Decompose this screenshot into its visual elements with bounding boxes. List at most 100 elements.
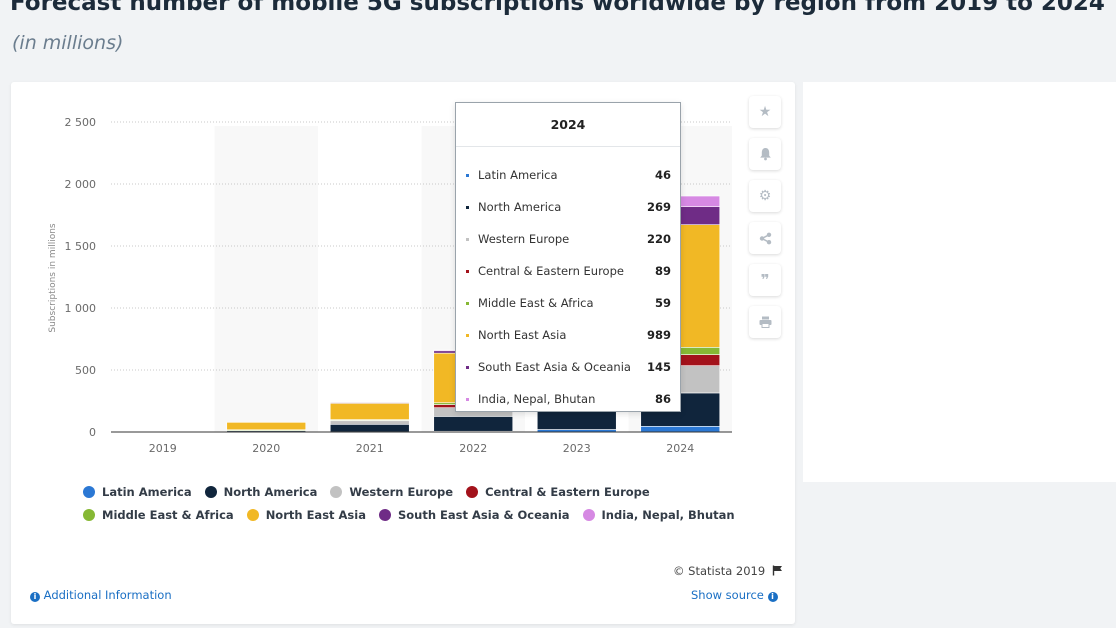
legend-swatch bbox=[582, 508, 595, 521]
bar-segment bbox=[329, 424, 410, 433]
print-button[interactable] bbox=[749, 306, 781, 338]
tooltip-row: India, Nepal, Bhutan 86 bbox=[456, 383, 680, 415]
tooltip-series-value: 989 bbox=[646, 328, 671, 342]
legend-item[interactable]: Latin America bbox=[83, 485, 192, 499]
y-axis-label: Subscriptions in millions bbox=[48, 223, 58, 333]
chart-toolbar: ★ ⚙ ❞ bbox=[749, 96, 783, 348]
page-subtitle: (in millions) bbox=[12, 32, 124, 54]
print-icon bbox=[759, 316, 771, 328]
legend-item[interactable]: North America bbox=[204, 484, 318, 499]
tooltip-rows: Latin America 46 North America 269 Western E… bbox=[456, 147, 680, 415]
tooltip-swatch bbox=[466, 269, 469, 273]
x-tick-label: 2022 bbox=[459, 442, 487, 455]
tooltip-series-name: India, Nepal, Bhutan bbox=[478, 392, 596, 406]
tooltip-series-name: Central & Eastern Europe bbox=[478, 264, 624, 278]
legend-swatch bbox=[204, 485, 217, 498]
x-tick-label: 2021 bbox=[356, 442, 384, 455]
tooltip-title: 2024 bbox=[456, 103, 680, 147]
bar-segment bbox=[329, 402, 410, 420]
tooltip-swatch bbox=[466, 237, 469, 241]
tooltip-swatch bbox=[466, 205, 469, 209]
tooltip-series-name: North America bbox=[478, 200, 562, 214]
bar-segment bbox=[433, 416, 514, 432]
tooltip-row: North America 269 bbox=[456, 191, 680, 223]
bell-icon bbox=[759, 148, 771, 161]
x-tick-label: 2023 bbox=[563, 442, 591, 455]
chart-legend: Latin America North America Western Europe… bbox=[83, 480, 735, 526]
legend-item[interactable]: Central & Eastern Europe bbox=[466, 485, 650, 499]
legend-item[interactable]: India, Nepal, Bhutan bbox=[582, 507, 735, 522]
info-icon: i bbox=[767, 592, 778, 602]
side-panel bbox=[803, 82, 1116, 482]
tooltip-swatch bbox=[466, 173, 469, 177]
y-tick-label: 2 000 bbox=[65, 178, 97, 191]
tooltip-series-name: Latin America bbox=[478, 168, 558, 182]
legend-row: Middle East & Africa North East Asia South… bbox=[83, 503, 735, 526]
legend-row: Latin America North America Western Europe… bbox=[83, 480, 703, 503]
tooltip-swatch bbox=[466, 333, 469, 337]
x-tick-label: 2024 bbox=[666, 442, 694, 455]
tooltip-series-value: 86 bbox=[654, 392, 671, 406]
legend-label: North America bbox=[223, 484, 318, 499]
show-source-label: Show source bbox=[691, 588, 764, 602]
x-tick-label: 2019 bbox=[149, 442, 177, 455]
legend-swatch bbox=[378, 508, 391, 521]
tooltip-row: Central & Eastern Europe 89 bbox=[456, 255, 680, 287]
chart-card: Subscriptions in millions 0 500 1 000 1 500… bbox=[11, 82, 795, 624]
legend-item[interactable]: Middle East & Africa bbox=[83, 508, 234, 522]
quote-icon: ❞ bbox=[760, 270, 770, 289]
bar-segment bbox=[226, 422, 307, 431]
legend-swatch bbox=[466, 485, 479, 498]
tooltip-row: Middle East & Africa 59 bbox=[456, 287, 680, 319]
y-tick-label: 500 bbox=[75, 364, 96, 377]
tooltip-series-name: Western Europe bbox=[478, 232, 570, 246]
column-band bbox=[214, 126, 318, 432]
legend-swatch bbox=[246, 508, 259, 521]
legend-swatch bbox=[330, 485, 343, 498]
legend-item[interactable]: South East Asia & Oceania bbox=[378, 508, 570, 522]
share-button[interactable] bbox=[749, 222, 781, 254]
bar-segment bbox=[640, 425, 721, 433]
y-tick-label: 0 bbox=[89, 426, 96, 439]
show-source-link[interactable]: Show source i bbox=[691, 588, 778, 602]
legend-item[interactable]: Western Europe bbox=[330, 485, 453, 499]
tooltip-swatch bbox=[466, 301, 469, 305]
tooltip-swatch bbox=[466, 365, 469, 369]
legend-swatch bbox=[83, 508, 95, 521]
additional-information-label: Additional Information bbox=[43, 588, 172, 602]
legend-label: Western Europe bbox=[349, 484, 454, 499]
tooltip-series-value: 145 bbox=[646, 360, 671, 374]
copyright: © Statista 2019 bbox=[673, 564, 783, 578]
legend-label: India, Nepal, Bhutan bbox=[601, 507, 735, 522]
tooltip-row: North East Asia 989 bbox=[456, 319, 680, 351]
page-title: Forecast number of mobile 5G subscriptio… bbox=[10, 0, 1105, 16]
x-tick-label: 2020 bbox=[252, 442, 280, 455]
notification-button[interactable] bbox=[749, 138, 781, 170]
tooltip-row: South East Asia & Oceania 145 bbox=[456, 351, 680, 383]
tooltip-swatch bbox=[466, 397, 469, 401]
legend-swatch bbox=[83, 485, 95, 498]
additional-information-link[interactable]: i Additional Information bbox=[30, 588, 172, 602]
chart-tooltip: 2024 Latin America 46 North America 269 West… bbox=[455, 102, 681, 412]
star-icon: ★ bbox=[758, 104, 772, 120]
tooltip-series-value: 59 bbox=[654, 296, 671, 310]
legend-label: North East Asia bbox=[265, 507, 366, 522]
settings-button[interactable]: ⚙ bbox=[749, 180, 781, 212]
tooltip-series-value: 89 bbox=[654, 264, 671, 278]
y-tick-label: 2 500 bbox=[65, 116, 97, 129]
bar-segment bbox=[329, 420, 410, 425]
gear-icon: ⚙ bbox=[758, 188, 772, 204]
cite-button[interactable]: ❞ bbox=[749, 264, 781, 296]
tooltip-series-value: 269 bbox=[646, 200, 671, 214]
tooltip-series-value: 46 bbox=[654, 168, 671, 182]
legend-item[interactable]: North East Asia bbox=[246, 507, 366, 522]
legend-label: Latin America bbox=[102, 484, 192, 499]
info-icon: i bbox=[30, 592, 40, 602]
tooltip-series-value: 220 bbox=[646, 232, 671, 246]
y-tick-label: 1 500 bbox=[65, 240, 97, 253]
favorite-button[interactable]: ★ bbox=[749, 96, 781, 128]
tooltip-row: Western Europe 220 bbox=[456, 223, 680, 255]
legend-label: Middle East & Africa bbox=[102, 507, 234, 522]
y-tick-label: 1 000 bbox=[65, 302, 97, 315]
tooltip-row: Latin America 46 bbox=[456, 159, 680, 191]
